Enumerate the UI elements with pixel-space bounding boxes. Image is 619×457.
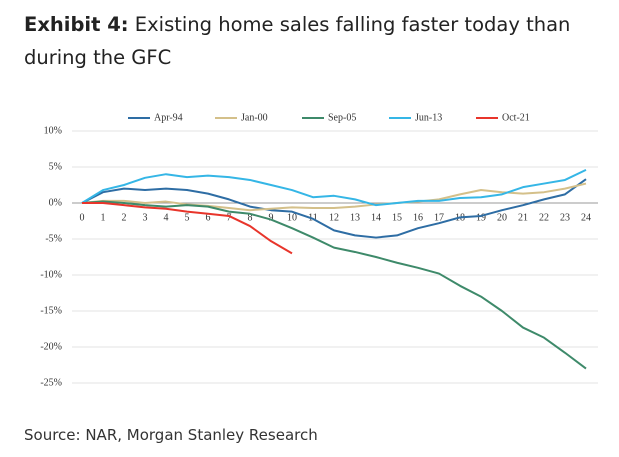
x-tick-label: 20 [497, 212, 507, 223]
x-tick-label: 4 [164, 212, 169, 223]
x-tick-label: 21 [518, 212, 528, 223]
x-tick-label: 23 [560, 212, 570, 223]
chart: 10%5%0%-5%-10%-15%-20%-25%0 1 2 3 4 5 6 7 8 9 10 11… [40, 112, 598, 388]
series-line [81, 182, 587, 212]
x-tick-label: 0 [80, 212, 85, 223]
x-tick-label: 8 [248, 212, 253, 223]
x-tick-label: 10 [287, 212, 297, 223]
y-tick-label: -15% [40, 305, 62, 316]
x-tick-label: 2 [122, 212, 127, 223]
x-tick-label: 24 [581, 212, 591, 223]
x-tick-label: 19 [476, 212, 486, 223]
x-tick-label: 1 [101, 212, 106, 223]
source: Source: NAR, Morgan Stanley Research [24, 426, 318, 444]
x-tick-label: 15 [392, 212, 402, 223]
y-tick-label: -20% [40, 341, 62, 352]
y-tick-label: -10% [40, 269, 62, 280]
y-tick-label: 0% [49, 197, 62, 208]
title-label: Exhibit 4: [24, 13, 129, 36]
x-tick-label: 9 [269, 212, 274, 223]
title-text: Existing home sales falling faster today… [24, 13, 571, 69]
series-line [82, 202, 293, 255]
legend-label: Sep-05 [328, 112, 356, 123]
legend-label: Jan-00 [241, 112, 268, 123]
x-tick-label: 7 [227, 212, 232, 223]
series-line [81, 168, 587, 207]
legend-label: Oct-21 [502, 112, 530, 123]
x-tick-label: 5 [185, 212, 190, 223]
x-tick-label: 3 [143, 212, 148, 223]
x-tick-label: 14 [371, 212, 381, 223]
x-tick-label: 6 [206, 212, 211, 223]
x-tick-label: 17 [434, 212, 444, 223]
chart-title: Exhibit 4: Existing home sales falling f… [24, 8, 584, 74]
legend-label: Apr-94 [154, 112, 183, 123]
x-tick-label: 12 [329, 212, 339, 223]
x-tick-label: 22 [539, 212, 549, 223]
legend-label: Jun-13 [415, 112, 442, 123]
x-tick-label: 16 [413, 212, 423, 223]
y-tick-label: 5% [49, 161, 62, 172]
y-tick-label: -25% [40, 377, 62, 388]
y-tick-label: -5% [45, 233, 62, 244]
x-tick-label: 13 [350, 212, 360, 223]
series-line [81, 200, 587, 370]
y-tick-label: 10% [44, 125, 62, 136]
series-line [81, 178, 587, 239]
